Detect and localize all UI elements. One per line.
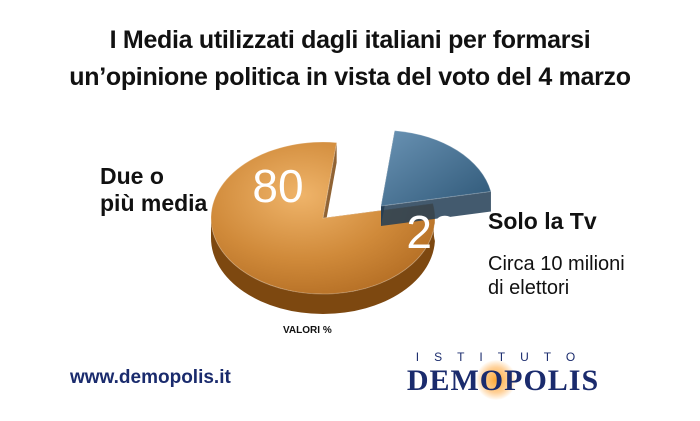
- slice-label-big-line1: Due o: [100, 163, 164, 189]
- logo-top-text: ISTITUTO: [415, 350, 591, 364]
- slice-label-small: Solo la Tv: [488, 208, 597, 234]
- slice-top-1: [380, 130, 492, 207]
- pie-slice-solo-la-tv: [380, 130, 492, 226]
- slice-annotation-line2: di elettori: [488, 277, 570, 299]
- slice-value-label-big: 80: [252, 160, 303, 212]
- slice-value-label-small: 20: [406, 206, 457, 258]
- pie-slice-due-o-piu-media: [210, 141, 436, 314]
- logo-glow: [476, 360, 516, 400]
- title-line-1: I Media utilizzati dagli italiani per fo…: [109, 26, 591, 54]
- slice-side-0-0: [211, 218, 435, 314]
- slice-cut-b-0: [323, 142, 337, 238]
- slice-top-0: [210, 141, 436, 295]
- slice-annotation: Circa 10 milioni di elettori: [488, 252, 625, 300]
- logo-main-text: DEMOPOLIS: [406, 364, 600, 397]
- slice-cut-b-1: [381, 191, 491, 226]
- slice-annotation-line1: Circa 10 milioni: [488, 253, 625, 275]
- demopolis-logo: ISTITUTO DEMOPOLIS: [378, 350, 628, 400]
- slice-label-big-line2: più media: [100, 190, 208, 216]
- units-note: VALORI %: [283, 325, 332, 336]
- title-line-2: un’opinione politica in vista del voto d…: [69, 63, 631, 91]
- website-link[interactable]: www.demopolis.it: [70, 367, 231, 388]
- slice-label-big: Due o più media: [100, 163, 207, 217]
- chart-title: I Media utilizzati dagli italiani per fo…: [0, 22, 700, 96]
